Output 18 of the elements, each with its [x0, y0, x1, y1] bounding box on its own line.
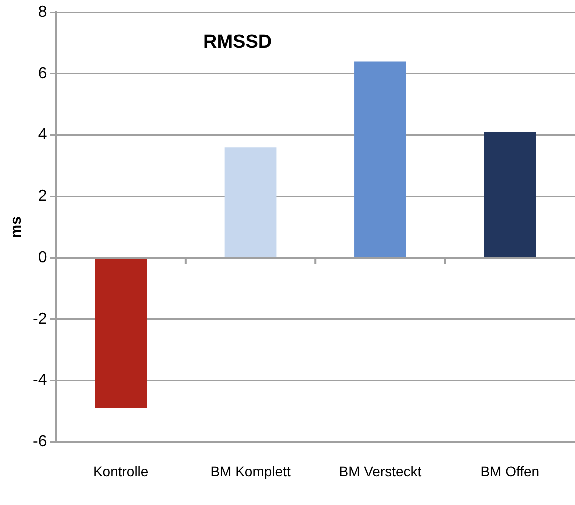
y-tick-label: 2 — [38, 188, 48, 206]
text: RMSSD — [203, 32, 272, 53]
y-tick-label: 6 — [38, 65, 48, 82]
y-tick-label: 8 — [38, 4, 48, 22]
y-tick-label: -2 — [32, 310, 48, 328]
y-tick-label: 4 — [38, 126, 48, 144]
bar — [95, 258, 148, 408]
x-tick-label: Kontrolle — [93, 463, 149, 480]
x-tick-label: BM Offen — [480, 463, 540, 480]
y-tick-label: -6 — [32, 434, 48, 451]
x-tick-label: BM Komplett — [210, 463, 291, 480]
y-tick-label: 0 — [38, 249, 48, 266]
bar — [224, 148, 277, 258]
bar — [484, 132, 536, 258]
bar — [354, 62, 406, 258]
y-axis-title: ms — [8, 216, 26, 238]
y-tick-label: -4 — [32, 372, 48, 390]
x-tick-label: BM Versteckt — [339, 463, 422, 480]
